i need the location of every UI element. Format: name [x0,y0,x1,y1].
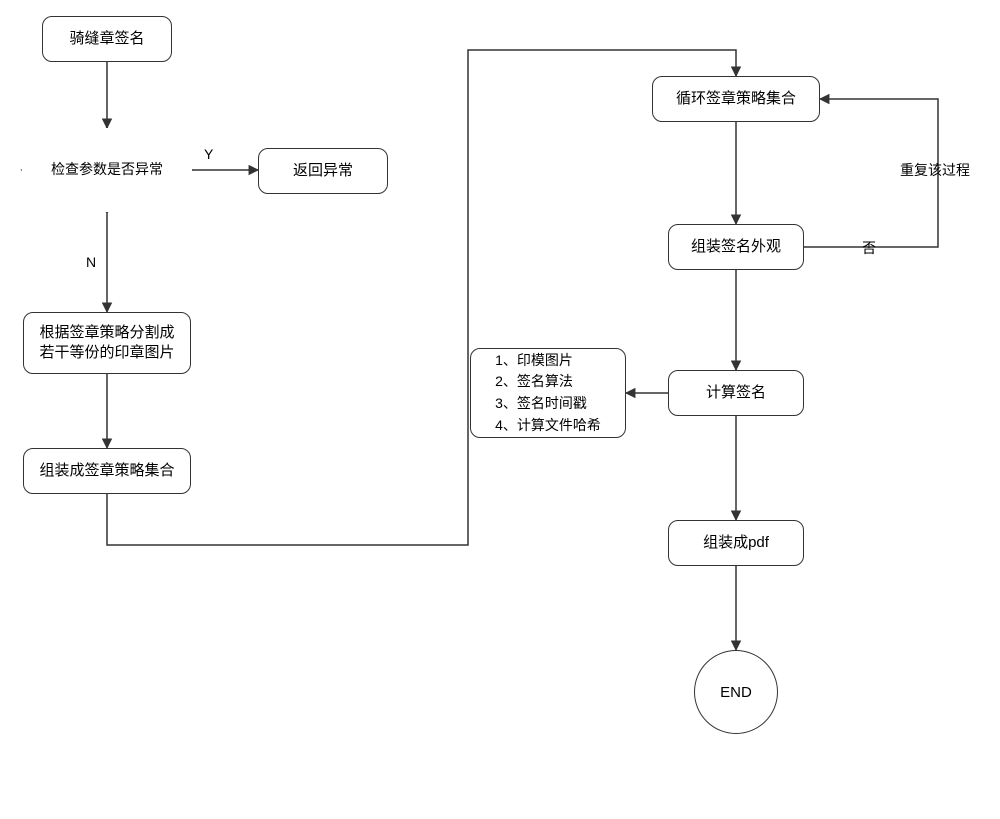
node-signature-notes: 1、印模图片2、签名算法3、签名时间戳4、计算文件哈希 [470,348,626,438]
node-return-exception: 返回异常 [258,148,388,194]
node-start: 骑缝章签名 [42,16,172,62]
node-label: END [720,684,752,701]
node-label: 骑缝章签名 [69,29,144,49]
node-split-seal-images: 根据签章策略分割成 若干等份的印章图片 [23,312,191,374]
node-calculate-signature: 计算签名 [668,370,804,416]
edge-label-repeat: 重复该过程 [900,160,970,180]
note-item: 2、签名算法 [495,371,601,393]
flowchart-canvas: 骑缝章签名 检查参数是否异常 返回异常 根据签章策略分割成 若干等份的印章图片 … [0,0,1000,819]
node-label: 循环签章策略集合 [676,89,796,109]
node-label: 根据签章策略分割成 若干等份的印章图片 [39,323,174,364]
node-check-params: 检查参数是否异常 [22,128,192,212]
edge-label-else: 否 [862,238,876,258]
note-list: 1、印模图片2、签名算法3、签名时间戳4、计算文件哈希 [495,350,601,437]
node-label: 返回异常 [293,161,353,181]
node-assemble-strategy-set: 组装成签章策略集合 [23,448,191,494]
node-assemble-appearance: 组装签名外观 [668,224,804,270]
note-item: 4、计算文件哈希 [495,415,601,437]
node-assemble-pdf: 组装成pdf [668,520,804,566]
node-label: 计算签名 [706,383,766,403]
edge-label-no: N [86,254,96,270]
edge-label-yes: Y [204,146,213,162]
note-item: 3、签名时间戳 [495,393,601,415]
note-item: 1、印模图片 [495,350,601,372]
node-label: 组装成签章策略集合 [39,461,174,481]
node-label: 组装签名外观 [691,237,781,257]
node-loop-strategy-set: 循环签章策略集合 [652,76,820,122]
node-label: 组装成pdf [703,533,769,553]
node-end: END [694,650,778,734]
node-label: 检查参数是否异常 [51,161,163,179]
